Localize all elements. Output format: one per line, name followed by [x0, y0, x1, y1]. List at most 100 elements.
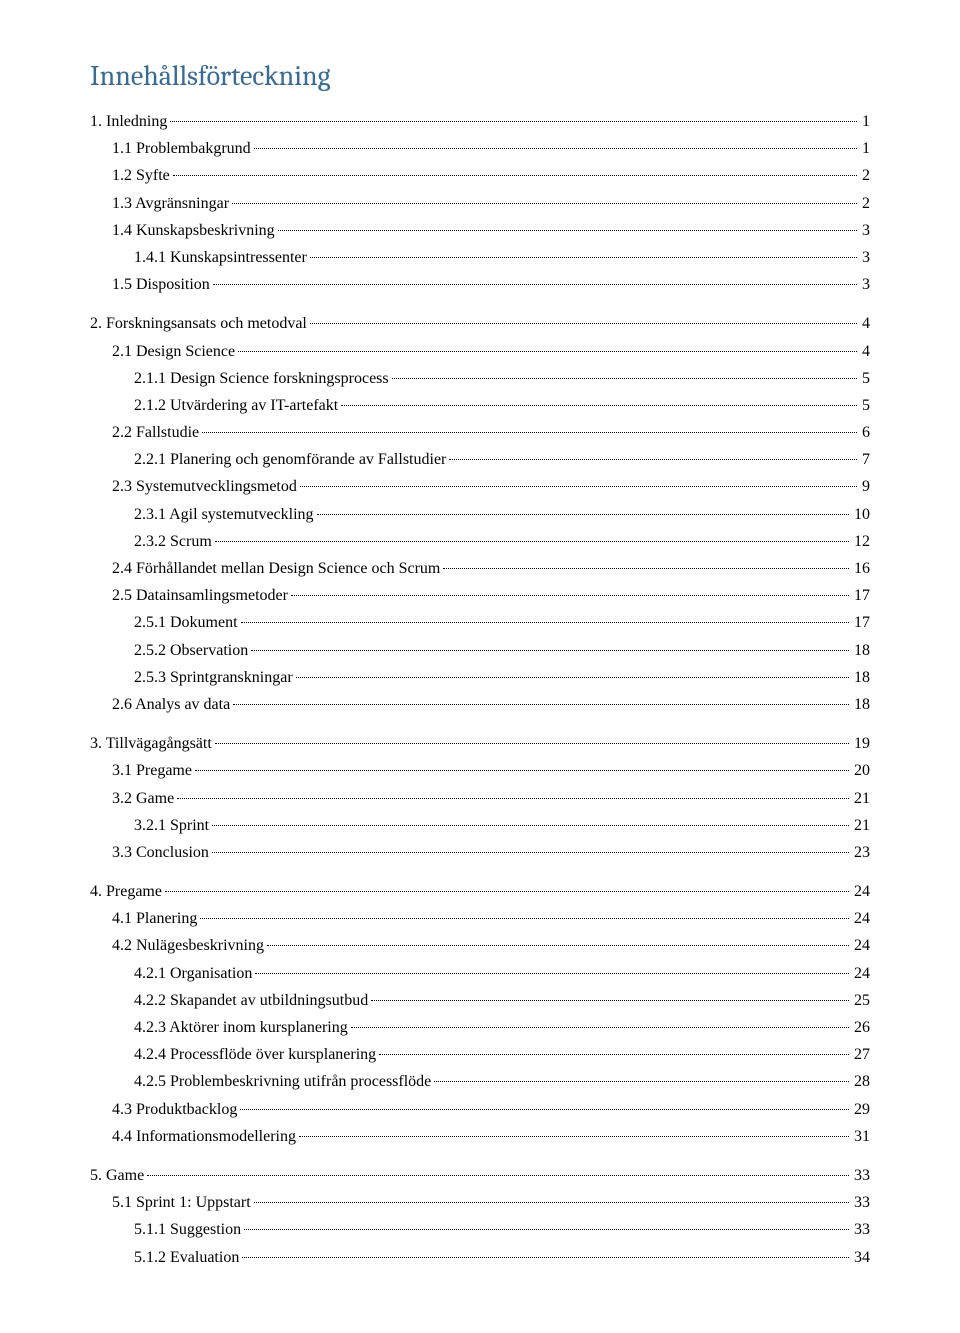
toc-entry[interactable]: 2.2 Fallstudie6: [90, 421, 870, 444]
toc-entry-page: 17: [852, 611, 870, 634]
toc-entry-page: 24: [852, 962, 870, 985]
toc-leader: [310, 323, 857, 324]
toc-entry[interactable]: 2.5 Datainsamlingsmetoder17: [90, 584, 870, 607]
toc-leader: [212, 825, 849, 826]
toc-title: Innehållsförteckning: [90, 60, 870, 92]
toc-entry[interactable]: 1.5 Disposition3: [90, 273, 870, 296]
toc-entry[interactable]: 1.4 Kunskapsbeskrivning 3: [90, 219, 870, 242]
toc-entry-label: 1.4 Kunskapsbeskrivning: [112, 219, 275, 242]
toc-entry[interactable]: 4.2.2 Skapandet av utbildningsutbud25: [90, 989, 870, 1012]
toc-leader: [392, 378, 857, 379]
toc-entry[interactable]: 4.2 Nulägesbeskrivning24: [90, 934, 870, 957]
toc-entry[interactable]: 2.3 Systemutvecklingsmetod9: [90, 475, 870, 498]
toc-entry[interactable]: 1. Inledning1: [90, 110, 870, 133]
toc-entry-label: 4.2.5 Problembeskrivning utifrån process…: [134, 1070, 431, 1093]
toc-entry-page: 3: [860, 219, 870, 242]
toc-entry-page: 18: [852, 639, 870, 662]
toc-entry-label: 2.2.1 Planering och genomförande av Fall…: [134, 448, 446, 471]
toc-entry-page: 31: [852, 1125, 870, 1148]
toc-entry-label: 1.1 Problembakgrund: [112, 137, 251, 160]
toc-leader: [170, 121, 857, 122]
toc-entry[interactable]: 3.3 Conclusion23: [90, 841, 870, 864]
toc-entry-page: 1: [860, 137, 870, 160]
toc-entry[interactable]: 1.4.1 Kunskapsintressenter3: [90, 246, 870, 269]
toc-leader: [240, 1109, 849, 1110]
toc-entry-label: 2.1 Design Science: [112, 340, 235, 363]
toc-entry[interactable]: 1.2 Syfte2: [90, 164, 870, 187]
toc-entry[interactable]: 4.2.3 Aktörer inom kursplanering26: [90, 1016, 870, 1039]
toc-leader: [173, 175, 857, 176]
toc-entry-label: 1.5 Disposition: [112, 273, 210, 296]
toc-entry-label: 2. Forskningsansats och metodval: [90, 312, 307, 335]
toc-entry[interactable]: 5. Game33: [90, 1164, 870, 1187]
toc-entry[interactable]: 2.5.3 Sprintgranskningar18: [90, 666, 870, 689]
toc-entry-label: 4.3 Produktbacklog: [112, 1098, 237, 1121]
toc-entry[interactable]: 2.1.2 Utvärdering av IT-artefakt5: [90, 394, 870, 417]
toc-leader: [202, 432, 857, 433]
toc-entry[interactable]: 2.1 Design Science4: [90, 340, 870, 363]
toc-entry[interactable]: 2.3.2 Scrum 12: [90, 530, 870, 553]
toc-entry[interactable]: 4.2.1 Organisation24: [90, 962, 870, 985]
toc-entry-label: 3.1 Pregame: [112, 759, 192, 782]
toc-entry[interactable]: 4.4 Informationsmodellering31: [90, 1125, 870, 1148]
toc-entry-label: 2.1.1 Design Science forskningsprocess: [134, 367, 389, 390]
toc-entry[interactable]: 4.3 Produktbacklog29: [90, 1098, 870, 1121]
toc-entry[interactable]: 2.6 Analys av data18: [90, 693, 870, 716]
toc-entry-label: 2.5.3 Sprintgranskningar: [134, 666, 293, 689]
toc-entry[interactable]: 3.1 Pregame 20: [90, 759, 870, 782]
toc-entry[interactable]: 3. Tillvägagångsätt19: [90, 732, 870, 755]
toc-entry[interactable]: 5.1.1 Suggestion33: [90, 1218, 870, 1241]
toc-entry[interactable]: 2.2.1 Planering och genomförande av Fall…: [90, 448, 870, 471]
toc-leader: [233, 704, 849, 705]
toc-entry-label: 2.3 Systemutvecklingsmetod: [112, 475, 297, 498]
toc-entry[interactable]: 2.3.1 Agil systemutveckling10: [90, 503, 870, 526]
toc-entry-page: 12: [852, 530, 870, 553]
toc-entry-page: 21: [852, 787, 870, 810]
toc-leader: [267, 945, 849, 946]
toc-entry[interactable]: 4.2.4 Processflöde över kursplanering27: [90, 1043, 870, 1066]
toc-entry[interactable]: 1.1 Problembakgrund 1: [90, 137, 870, 160]
toc-entry-page: 10: [852, 503, 870, 526]
toc-entry[interactable]: 2.5.1 Dokument 17: [90, 611, 870, 634]
toc-entry[interactable]: 2. Forskningsansats och metodval4: [90, 312, 870, 335]
toc-leader: [434, 1081, 849, 1082]
toc-leader: [232, 203, 857, 204]
toc-entry-page: 5: [860, 394, 870, 417]
toc-entry-page: 34: [852, 1246, 870, 1269]
toc-entry-page: 20: [852, 759, 870, 782]
toc-leader: [241, 622, 849, 623]
toc-entry-label: 4.1 Planering: [112, 907, 197, 930]
toc-entry[interactable]: 3.2.1 Sprint21: [90, 814, 870, 837]
toc-leader: [254, 1202, 849, 1203]
toc-entry[interactable]: 4. Pregame24: [90, 880, 870, 903]
toc-entry-page: 28: [852, 1070, 870, 1093]
toc-entry[interactable]: 5.1.2 Evaluation34: [90, 1246, 870, 1269]
toc-leader: [254, 148, 857, 149]
toc-entry[interactable]: 4.1 Planering24: [90, 907, 870, 930]
toc-entry-label: 1.3 Avgränsningar: [112, 192, 229, 215]
toc-entry[interactable]: 2.4 Förhållandet mellan Design Science o…: [90, 557, 870, 580]
toc-leader: [341, 405, 857, 406]
toc-entry[interactable]: 2.5.2 Observation18: [90, 639, 870, 662]
toc-entry-label: 3.3 Conclusion: [112, 841, 209, 864]
toc-entry-page: 2: [860, 164, 870, 187]
toc-entry-page: 27: [852, 1043, 870, 1066]
toc-entry-page: 33: [852, 1164, 870, 1187]
toc-entry[interactable]: 5.1 Sprint 1: Uppstart 33: [90, 1191, 870, 1214]
toc-entry-page: 18: [852, 693, 870, 716]
toc-entry[interactable]: 2.1.1 Design Science forskningsprocess 5: [90, 367, 870, 390]
toc-entry-label: 3.2 Game: [112, 787, 174, 810]
toc-leader: [291, 595, 849, 596]
toc-entry-label: 5.1 Sprint 1: Uppstart: [112, 1191, 251, 1214]
toc-entry-label: 3.2.1 Sprint: [134, 814, 209, 837]
toc-entry-label: 2.5.1 Dokument: [134, 611, 238, 634]
toc-entry[interactable]: 3.2 Game 21: [90, 787, 870, 810]
toc-entry-page: 5: [860, 367, 870, 390]
toc-entry-label: 3. Tillvägagångsätt: [90, 732, 212, 755]
toc-entry-label: 2.3.2 Scrum: [134, 530, 212, 553]
toc-leader: [299, 1136, 849, 1137]
toc-entry[interactable]: 4.2.5 Problembeskrivning utifrån process…: [90, 1070, 870, 1093]
toc-entry-page: 33: [852, 1191, 870, 1214]
toc-entry[interactable]: 1.3 Avgränsningar 2: [90, 192, 870, 215]
toc-entry-page: 2: [860, 192, 870, 215]
